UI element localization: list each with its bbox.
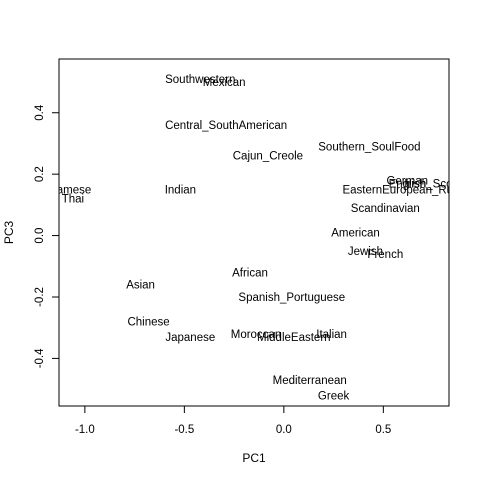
point-label: Mediterranean [273,375,347,387]
point-label: American [331,228,380,240]
point-label: African [232,267,268,279]
x-axis: -1.0 -0.5 0.0 0.5 [75,405,391,436]
y-tick-label: 0.2 [34,166,46,182]
x-tick-label: -0.5 [174,424,194,436]
point-label: Greek [318,390,350,402]
x-axis-title: PC1 [242,451,266,465]
point-label: Indian [165,185,196,197]
point-label: Cajun_Creole [233,151,303,163]
point-label: Scandinavian [351,203,420,215]
point-label: Central_SouthAmerican [165,120,287,132]
point-label: Irish [404,178,426,190]
x-tick-label: -1.0 [75,424,95,436]
point-label: Italian [316,329,347,341]
point-label: Vietnamese [31,185,92,197]
y-tick-label: -0.2 [34,287,46,307]
point-label: Spanish_Portuguese [238,292,345,304]
point-label: Asian [126,280,155,292]
point-label: Thai [62,194,84,206]
point-label: MiddleEastern [257,332,331,344]
y-axis: -0.4 -0.2 0.0 0.2 0.4 [34,104,60,368]
point-label: Southern_SoulFood [318,142,420,154]
point-label: EasternEuropean_Russian [342,185,479,197]
point-label: Moroccan [231,329,282,341]
point-label: English_Scottish [389,178,474,190]
plot-box [58,58,450,407]
point-label: Jewish [348,246,383,258]
y-tick-label: -0.4 [34,348,46,368]
point-label: Southwestern [165,74,235,86]
y-tick-label: 0.4 [34,104,46,121]
point-label: Japanese [165,332,215,344]
x-tick-label: 0.5 [375,424,391,436]
point-label: French [367,249,403,261]
point-label: German [386,175,428,187]
x-tick-label: 0.0 [276,424,292,436]
y-axis-title: PC3 [2,221,16,245]
point-label: Mexican [203,77,246,89]
point-label: Chinese [127,317,169,329]
y-tick-label: 0.0 [34,228,46,244]
